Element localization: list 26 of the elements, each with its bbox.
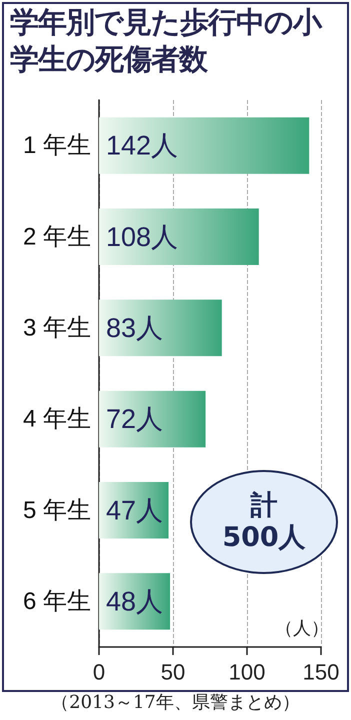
x-tick-label: 150 <box>302 660 340 684</box>
bar <box>99 573 170 630</box>
x-tick-label: 50 <box>160 660 186 684</box>
y-tick-label: 5 年生 <box>22 496 91 524</box>
data-label: 48人 <box>106 586 164 616</box>
y-tick-label: 2 年生 <box>22 223 91 250</box>
bar <box>99 117 310 174</box>
x-axis-title: （人） <box>275 617 329 640</box>
data-label: 47人 <box>106 495 164 526</box>
x-tick-label: 0 <box>92 660 106 684</box>
y-tick-label: 1 年生 <box>22 132 91 160</box>
text: （2013～17年、県警まとめ） <box>50 691 301 714</box>
data-label: 72人 <box>106 404 164 434</box>
data-label: 83人 <box>106 312 164 343</box>
data-label: 142人 <box>106 130 178 161</box>
bar <box>99 390 206 448</box>
y-tick-label: 3 年生 <box>22 314 91 342</box>
data-label: 108人 <box>106 222 178 252</box>
y-tick-label: 4 年生 <box>22 406 91 433</box>
x-tick-label: 100 <box>228 660 266 684</box>
annotation: 計 500人 <box>190 470 338 574</box>
chart-title: 学年別で見た歩行中の小学生の死傷者数 <box>10 4 323 78</box>
y-tick-label: 6 年生 <box>22 588 91 615</box>
bar <box>99 482 169 539</box>
bar <box>99 300 222 356</box>
bar <box>99 208 259 266</box>
